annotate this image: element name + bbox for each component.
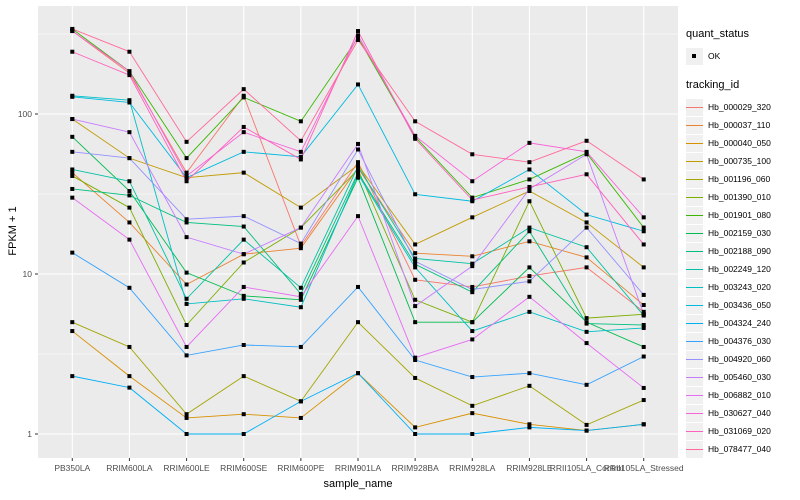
series-color-line-icon — [686, 98, 703, 116]
series-color-line-icon — [686, 350, 703, 368]
legend-title-quant-status: quant_status — [686, 28, 749, 40]
legend-item: Hb_000037_110 — [686, 116, 798, 134]
legend-title-tracking-id: tracking_id — [686, 79, 740, 91]
legend-item: Hb_005460_030 — [686, 368, 798, 386]
legend-item-label: Hb_000037_110 — [708, 120, 771, 130]
legend-item: Hb_006882_010 — [686, 386, 798, 404]
svg-text:RRII105LA_Stressed: RRII105LA_Stressed — [604, 463, 684, 473]
legend-item: Hb_003243_020 — [686, 278, 798, 296]
legend-item-label: Hb_031069_020 — [708, 426, 771, 436]
legend-item-label: Hb_002249_120 — [708, 264, 771, 274]
legend-item-label: Hb_000735_100 — [708, 156, 771, 166]
legend-item: Hb_078477_040 — [686, 440, 798, 458]
legend-item: Hb_002249_120 — [686, 260, 798, 278]
series-color-line-icon — [686, 404, 703, 422]
series-color-line-icon — [686, 296, 703, 314]
legend-item-label: Hb_078477_040 — [708, 444, 771, 454]
legend-item: Hb_000029_320 — [686, 98, 798, 116]
svg-text:RRIM928LE: RRIM928LE — [506, 463, 553, 473]
legend-item: Hb_000040_050 — [686, 134, 798, 152]
legend-item: Hb_001901_080 — [686, 206, 798, 224]
svg-text:RRIM600LE: RRIM600LE — [163, 463, 210, 473]
legend-item-label: Hb_003436_050 — [708, 300, 771, 310]
legend-item: Hb_002188_090 — [686, 242, 798, 260]
svg-text:RRIM901LA: RRIM901LA — [335, 463, 382, 473]
series-color-line-icon — [686, 242, 703, 260]
series-color-line-icon — [686, 152, 703, 170]
svg-text:RRIM600SE: RRIM600SE — [220, 463, 268, 473]
svg-text:RRIM928LA: RRIM928LA — [449, 463, 496, 473]
series-color-line-icon — [686, 224, 703, 242]
legend-item: Hb_004376_030 — [686, 332, 798, 350]
legend-item-label: OK — [708, 51, 721, 61]
legend-item-label: Hb_001390_010 — [708, 192, 771, 202]
series-color-line-icon — [686, 134, 703, 152]
legend-item-label: Hb_005460_030 — [708, 372, 771, 382]
series-color-line-icon — [686, 440, 703, 458]
legend-item-label: Hb_000040_050 — [708, 138, 771, 148]
legend-item-label: Hb_004376_030 — [708, 336, 771, 346]
legend-item: Hb_000735_100 — [686, 152, 798, 170]
legend-item: Hb_004920_060 — [686, 350, 798, 368]
svg-text:10: 10 — [23, 269, 33, 279]
series-color-line-icon — [686, 368, 703, 386]
y-axis-title: FPKM + 1 — [7, 206, 19, 256]
series-color-line-icon — [686, 170, 703, 188]
legend: quant_status OK tracking_id Hb_000029_32… — [686, 28, 798, 458]
legend-item-label: Hb_004920_060 — [708, 354, 771, 364]
series-color-line-icon — [686, 314, 703, 332]
legend-item-label: Hb_001196_060 — [708, 174, 771, 184]
legend-item-label: Hb_006882_010 — [708, 390, 771, 400]
series-color-line-icon — [686, 260, 703, 278]
legend-item: Hb_001196_060 — [686, 170, 798, 188]
series-color-line-icon — [686, 422, 703, 440]
legend-item: Hb_003436_050 — [686, 296, 798, 314]
legend-item: Hb_002159_030 — [686, 224, 798, 242]
svg-text:RRIM600PE: RRIM600PE — [277, 463, 325, 473]
series-color-line-icon — [686, 116, 703, 134]
svg-text:PB350LA: PB350LA — [54, 463, 90, 473]
svg-text:RRII105LA_Control: RRII105LA_Control — [550, 463, 624, 473]
ok-square-marker-icon — [686, 47, 703, 65]
legend-item-label: Hb_001901_080 — [708, 210, 771, 220]
legend-item-ok: OK — [686, 47, 798, 65]
svg-text:100: 100 — [18, 109, 32, 119]
legend-tracking-id-items: Hb_000029_320 Hb_000037_110 Hb_000040_050 H… — [686, 98, 798, 458]
legend-item: Hb_031069_020 — [686, 422, 798, 440]
svg-text:RRIM928BA: RRIM928BA — [392, 463, 440, 473]
svg-text:1: 1 — [27, 429, 32, 439]
legend-item: Hb_004324_240 — [686, 314, 798, 332]
series-color-line-icon — [686, 386, 703, 404]
legend-item: Hb_030627_040 — [686, 404, 798, 422]
legend-item-label: Hb_003243_020 — [708, 282, 771, 292]
series-color-line-icon — [686, 206, 703, 224]
series-color-line-icon — [686, 278, 703, 296]
legend-item-label: Hb_030627_040 — [708, 408, 771, 418]
x-axis-title: sample_name — [323, 478, 393, 490]
svg-text:RRIM600LA: RRIM600LA — [106, 463, 153, 473]
legend-item-label: Hb_002188_090 — [708, 246, 771, 256]
legend-item: Hb_001390_010 — [686, 188, 798, 206]
legend-item-label: Hb_004324_240 — [708, 318, 771, 328]
series-color-line-icon — [686, 332, 703, 350]
series-color-line-icon — [686, 188, 703, 206]
legend-item-label: Hb_002159_030 — [708, 228, 771, 238]
legend-item-label: Hb_000029_320 — [708, 102, 771, 112]
